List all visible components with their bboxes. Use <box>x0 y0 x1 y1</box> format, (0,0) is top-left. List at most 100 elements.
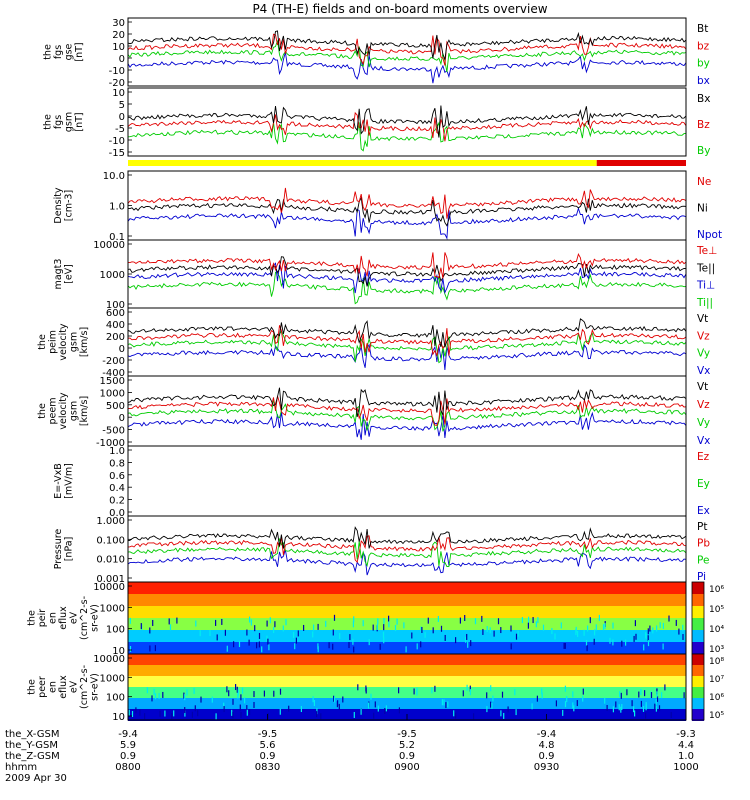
spectrogram-speck <box>313 700 315 707</box>
trace-Bx <box>127 105 687 138</box>
spectrogram-speck <box>474 618 477 625</box>
x-row-value: 4.4 <box>678 740 694 751</box>
spectrogram-speck <box>583 629 585 636</box>
x-axis-labels: the_X-GSM -9.4 -9.5 -9.5 -9.4 -9.3 the_Y-GSM 5.… <box>5 714 699 784</box>
spectrogram-speck <box>420 626 422 633</box>
spectrogram-speck <box>656 625 658 632</box>
spectrogram-speck <box>183 692 185 699</box>
spectrogram-speck <box>465 636 467 643</box>
spectrogram-speck <box>515 709 517 716</box>
spectrogram-speck <box>154 693 157 700</box>
spectrogram-speck <box>195 620 197 627</box>
spectrogram-speck <box>510 643 512 650</box>
spectrogram-speck <box>256 642 258 649</box>
spectrogram-speck <box>338 703 340 710</box>
spectrogram-speck <box>489 627 491 634</box>
x-row-value: 5.9 <box>120 740 136 751</box>
colorbar-label: 10⁷ <box>709 675 724 685</box>
spectrogram-speck <box>573 705 575 712</box>
spectrogram-band <box>128 676 686 688</box>
y-tick-label: 600 <box>106 308 125 319</box>
y-axis-label-line: peir <box>37 609 48 628</box>
spectrogram-speck <box>434 685 436 692</box>
spectrogram-speck <box>131 710 134 717</box>
spectrogram-speck <box>211 696 213 703</box>
y-axis-label: magt3[eV] <box>53 259 75 290</box>
y-axis-label-line: the <box>27 679 38 695</box>
trace-by <box>127 40 687 73</box>
legend-Pt: Pt <box>697 521 707 533</box>
spectrogram-speck <box>164 710 166 717</box>
y-tick-label: 10000 <box>93 582 125 593</box>
x-row-value: 0930 <box>534 762 559 773</box>
y-axis-label-line: (cm^2-s- <box>79 665 90 709</box>
spectrogram-speck <box>490 685 492 692</box>
spectrogram-speck <box>432 627 434 634</box>
y-tick-label: 0.6 <box>109 471 125 482</box>
spectrogram-speck <box>440 625 443 632</box>
y-tick-label: 10 <box>112 88 125 99</box>
spectrogram-speck <box>128 709 130 716</box>
spectrogram-speck <box>235 684 237 691</box>
spectrogram-speck <box>650 692 653 699</box>
spectrogram-speck <box>384 707 386 714</box>
spectrogram-speck <box>333 695 335 702</box>
spectrogram-speck <box>348 642 350 649</box>
spectrogram-speck <box>398 687 400 694</box>
y-tick-label: 1500 <box>100 376 125 387</box>
colorbar-segment <box>692 698 704 710</box>
y-tick-label: 200 <box>106 332 125 343</box>
spectrogram-speck <box>656 695 659 702</box>
x-row-label: the_Z-GSM <box>5 751 60 762</box>
y-tick-label: 0.1 <box>109 232 125 243</box>
spectrogram-speck <box>645 712 647 719</box>
spectrogram-band <box>128 642 686 655</box>
spectrogram-speck <box>682 624 684 631</box>
spectrogram-speck <box>441 699 443 706</box>
trace-Vt <box>127 387 687 417</box>
spectrogram-speck <box>517 630 519 637</box>
y-tick-label: 0.4 <box>109 483 125 494</box>
spectrogram-speck <box>171 713 173 720</box>
legend-Ti||: Ti|| <box>696 297 713 309</box>
y-tick-label: 500 <box>106 401 125 412</box>
spectrogram-speck <box>664 684 666 691</box>
spectrogram-speck <box>618 704 620 711</box>
spectrogram-speck <box>466 684 468 691</box>
spectrogram-speck <box>598 614 600 621</box>
panel-pressure: 1.000 0.100 0.010 0.001 Pressure[nPa] Pt Pb Pe P… <box>53 515 710 585</box>
spectrogram-speck <box>564 701 567 708</box>
y-axis-label-line: Pressure <box>53 529 64 570</box>
legend-Pi: Pi <box>697 571 706 583</box>
spectrogram-speck <box>379 643 381 650</box>
spectrogram-speck <box>609 637 611 644</box>
spectrogram-speck <box>528 616 530 623</box>
spectrogram-speck <box>527 622 529 629</box>
spectrogram-speck <box>514 689 516 696</box>
trace-Vz <box>127 325 687 357</box>
spectrogram-speck <box>282 625 284 632</box>
x-row-value: 0830 <box>255 762 280 773</box>
colorbar-label: 10⁵ <box>709 605 724 615</box>
spectrogram-speck <box>585 639 588 646</box>
x-row-value: 0.9 <box>120 751 136 762</box>
spectrogram-speck <box>300 706 302 713</box>
spectrogram-band <box>128 665 686 677</box>
colorbar: 10⁶ 10⁵ 10⁴ 10³ <box>691 581 724 655</box>
spectrogram-speck <box>662 622 664 629</box>
trace-Pi <box>127 549 687 576</box>
y-axis-label-line: gsm <box>63 112 74 132</box>
x-row-label: the_X-GSM <box>5 729 59 740</box>
y-axis-label-line: [mV/m] <box>63 463 74 499</box>
spectrogram-speck <box>266 620 268 627</box>
y-tick-label: 400 <box>106 320 125 331</box>
y-tick-label: 0 <box>119 344 125 355</box>
y-tick-label: 1.000 <box>96 516 125 527</box>
y-axis-label-line: E=-VxB <box>53 463 64 498</box>
spectrogram-speck <box>144 713 146 720</box>
colorbar-segment <box>692 709 704 721</box>
spectrogram-speck <box>325 620 327 627</box>
spectrogram-speck <box>640 700 642 707</box>
spectrogram-speck <box>647 640 650 647</box>
spectrogram-speck <box>184 710 186 717</box>
